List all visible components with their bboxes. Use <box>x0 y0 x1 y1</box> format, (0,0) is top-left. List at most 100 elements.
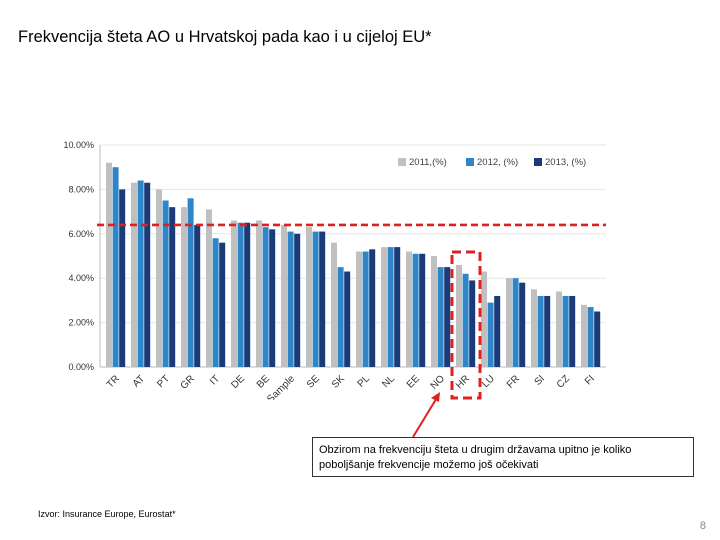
bar <box>312 231 319 367</box>
bar <box>544 295 551 367</box>
bar <box>369 249 376 367</box>
y-tick-label: 2.00% <box>68 318 94 328</box>
bar <box>256 220 262 367</box>
frequency-bar-chart: 0.00% 2.00% 4.00% 6.00% 8.00% 10.00% TR AT PT GR I… <box>38 135 618 400</box>
bar <box>387 247 394 367</box>
bar <box>462 273 469 367</box>
x-tick-label: FR <box>505 373 522 390</box>
x-tick-label: FI <box>583 373 597 387</box>
bar <box>531 289 537 367</box>
bar <box>131 182 137 367</box>
y-tick-label: 4.00% <box>68 273 94 283</box>
chart-svg: 0.00% 2.00% 4.00% 6.00% 8.00% 10.00% TR AT PT GR I… <box>63 140 606 400</box>
bar <box>231 220 237 367</box>
x-tick-label: SI <box>533 373 547 387</box>
bar <box>381 247 387 367</box>
x-tick-label: EE <box>405 373 422 390</box>
page-number: 8 <box>699 520 706 532</box>
bar <box>112 167 119 367</box>
bar <box>106 162 112 367</box>
bar <box>594 311 601 367</box>
bar <box>587 307 594 367</box>
x-tick-label: NL <box>380 373 397 390</box>
bar <box>581 304 587 367</box>
bar <box>287 231 294 367</box>
bar <box>119 189 126 367</box>
bar <box>162 200 169 367</box>
callout-arrow-line <box>412 395 439 438</box>
x-tick-label: BE <box>255 373 272 390</box>
y-tick-label: 6.00% <box>68 229 94 239</box>
x-tick-label: IT <box>208 373 222 387</box>
bar <box>519 282 526 367</box>
bar <box>319 231 326 367</box>
bar <box>512 278 519 367</box>
bar <box>419 253 426 367</box>
bar <box>156 189 162 367</box>
bar <box>331 242 337 367</box>
bar <box>431 256 437 367</box>
source-note: Izvor: Insurance Europe, Eurostat* <box>38 509 176 519</box>
bar <box>344 271 351 367</box>
x-tick-label: NO <box>429 373 448 392</box>
highlight-box-hr <box>450 250 482 400</box>
x-tick-label: TR <box>105 373 122 390</box>
bar <box>262 227 269 367</box>
bar <box>437 267 444 367</box>
bar <box>269 229 276 367</box>
bar <box>356 251 362 367</box>
bar <box>169 207 176 367</box>
callout-box: Obzirom na frekvenciju šteta u drugim dr… <box>312 437 694 477</box>
x-tick-label: SK <box>330 373 347 390</box>
bar <box>212 238 219 367</box>
bar <box>362 251 369 367</box>
bar <box>444 267 451 367</box>
bar <box>219 242 226 367</box>
bar <box>187 198 194 367</box>
x-tick-label: GR <box>179 373 197 391</box>
bar <box>144 182 151 367</box>
bar <box>406 251 412 367</box>
x-tick-label: DE <box>229 373 247 391</box>
bar <box>281 224 287 367</box>
legend-swatch <box>466 158 474 166</box>
bar <box>487 302 494 367</box>
x-tick-label: PT <box>155 373 172 390</box>
bar <box>337 267 344 367</box>
x-tick-label: SE <box>305 373 322 390</box>
bar <box>569 295 576 367</box>
bar <box>456 264 462 367</box>
legend-swatch <box>534 158 542 166</box>
bar <box>237 222 244 367</box>
y-tick-label: 8.00% <box>68 184 94 194</box>
legend-label: 2013, (%) <box>545 157 586 168</box>
bar <box>412 253 419 367</box>
bar <box>562 295 569 367</box>
bar <box>244 222 251 367</box>
bar <box>469 280 476 367</box>
y-tick-label: 10.00% <box>63 140 94 150</box>
bar <box>506 278 512 367</box>
page-title: Frekvencija šteta AO u Hrvatskoj pada ka… <box>18 28 432 46</box>
bar <box>294 233 301 367</box>
x-tick-label: CZ <box>555 373 572 390</box>
x-tick-label: PL <box>356 373 373 390</box>
bar <box>181 207 187 367</box>
bar <box>194 224 201 367</box>
x-tick-label: LU <box>480 373 497 390</box>
bar <box>494 295 501 367</box>
legend-label: 2012, (%) <box>477 157 518 168</box>
bar <box>394 247 401 367</box>
y-tick-label: 0.00% <box>68 362 94 372</box>
bar <box>137 180 144 367</box>
bar <box>481 271 487 367</box>
x-tick-label: AT <box>131 373 147 389</box>
bar <box>556 291 562 367</box>
bar <box>537 295 544 367</box>
legend-swatch <box>398 158 406 166</box>
x-tick-label: Sample <box>265 373 297 400</box>
bar <box>306 227 312 367</box>
bar <box>206 209 212 367</box>
legend-label: 2011,(%) <box>409 157 447 168</box>
x-tick-label: HR <box>454 373 472 391</box>
